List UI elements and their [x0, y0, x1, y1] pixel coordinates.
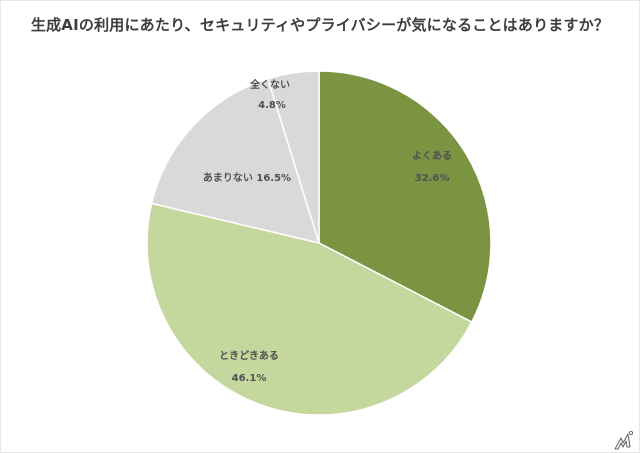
label-amari-nai: あまりない 16.5% [203, 171, 291, 184]
label-mattaku-nai-value: 4.8% [258, 100, 286, 111]
slice-amari-nai [150, 78, 320, 244]
itmedia-logo-icon [614, 430, 634, 450]
chart-title: 生成AIの利用にあたり、セキュリティやプライバシーが気になることはありますか？ [30, 16, 610, 34]
slice-labels: よくある 32.6% ときどきある 46.1% あまりない 16.5% 全くない… [203, 78, 452, 384]
label-yoku-aru-value: 32.6% [415, 173, 450, 184]
label-mattaku-nai-name: 全くない [249, 78, 290, 91]
slice-yoku-aru [318, 70, 492, 323]
label-tokidoki-aru-value: 46.1% [232, 373, 267, 384]
pie-slices [146, 70, 492, 416]
label-yoku-aru-name: よくある [412, 149, 452, 162]
slice-mattaku-nai [267, 70, 320, 244]
label-tokidoki-aru-name: ときどきある [219, 349, 279, 362]
slice-tokidoki-aru [146, 202, 473, 416]
